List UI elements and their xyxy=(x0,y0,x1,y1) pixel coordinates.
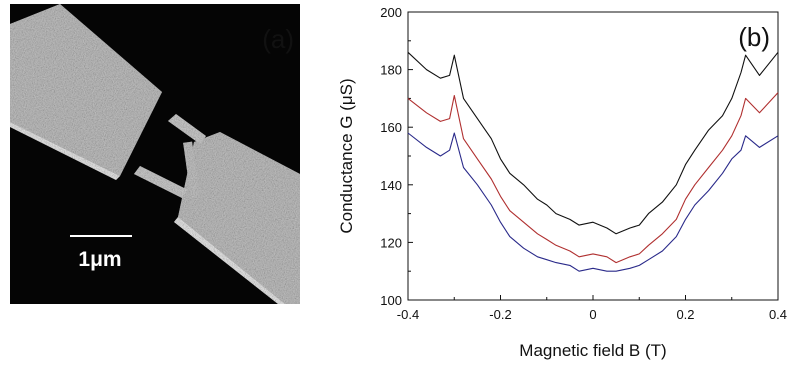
x-axis: -0.4 -0.2 0 0.2 0.4 xyxy=(397,295,787,322)
right-electrode xyxy=(178,132,300,304)
upper-finger xyxy=(168,114,206,144)
y-axis: 100 120 140 160 180 200 xyxy=(380,5,413,308)
plot-frame xyxy=(407,11,779,301)
right-electrode-edge xyxy=(174,217,285,304)
series-layer xyxy=(407,51,779,272)
x-tick-label: 0.4 xyxy=(769,307,787,322)
panel-a-label: (a) xyxy=(262,24,294,54)
x-tick-label: -0.4 xyxy=(397,307,419,322)
lower-finger xyxy=(134,166,188,198)
panel-b-label: (b) xyxy=(738,22,770,52)
left-electrode-edge xyxy=(10,122,120,180)
series-line-1 xyxy=(407,51,779,235)
series-line-3 xyxy=(407,132,779,272)
left-electrode xyxy=(10,4,162,176)
x-tick-label: -0.2 xyxy=(489,307,511,322)
series-line-2 xyxy=(407,92,779,264)
micrograph-image: (a) 1μm xyxy=(10,4,300,304)
connector-bar xyxy=(183,141,200,199)
x-axis-title: Magnetic field B (T) xyxy=(519,341,666,360)
y-tick-label: 100 xyxy=(380,293,402,308)
y-tick-label: 120 xyxy=(380,235,402,250)
y-tick-label: 200 xyxy=(380,5,402,20)
micrograph-panel: (a) 1μm xyxy=(10,4,300,304)
scale-bar-label: 1μm xyxy=(78,248,121,271)
x-tick-label: 0.2 xyxy=(676,307,694,322)
y-tick-label: 140 xyxy=(380,178,402,193)
y-tick-label: 160 xyxy=(380,120,402,135)
x-tick-label: 0 xyxy=(589,307,596,322)
y-tick-label: 180 xyxy=(380,63,402,78)
y-axis-title: Conductance G (μS) xyxy=(337,78,356,233)
